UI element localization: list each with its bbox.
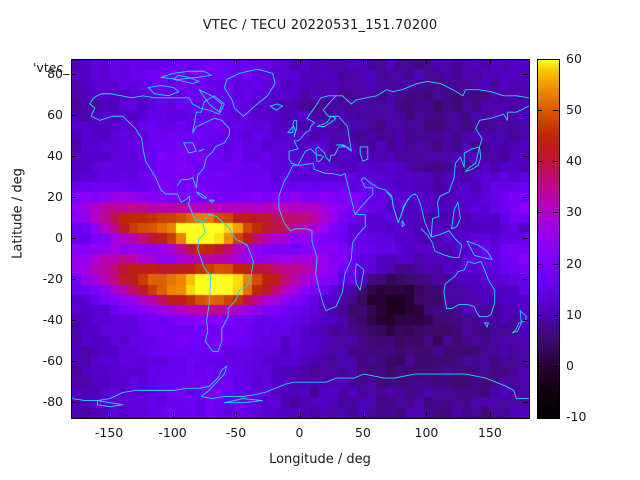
colorbar-tick bbox=[553, 161, 558, 162]
x-tick-label: 150 bbox=[477, 425, 502, 440]
x-tick bbox=[363, 59, 364, 64]
x-tick-label: 100 bbox=[414, 425, 439, 440]
y-tick-label: 20 bbox=[47, 189, 63, 205]
y-tick bbox=[71, 238, 76, 239]
y-tick bbox=[523, 156, 528, 157]
x-tick bbox=[300, 412, 301, 417]
colorbar-tick bbox=[553, 110, 558, 111]
colorbar-tick bbox=[553, 59, 558, 60]
x-tick-label: 0 bbox=[295, 425, 304, 440]
colorbar-tick-label: 40 bbox=[566, 153, 582, 169]
y-tick bbox=[71, 115, 76, 116]
colorbar-tick bbox=[537, 264, 542, 265]
page-title: VTEC / TECU 20220531_151.70200 bbox=[202, 18, 438, 33]
y-tick bbox=[71, 361, 76, 362]
x-tick bbox=[236, 412, 237, 417]
y-tick-label: -60 bbox=[42, 352, 63, 368]
colorbar bbox=[537, 59, 560, 419]
y-tick-label: -20 bbox=[42, 270, 63, 286]
y-tick bbox=[523, 74, 528, 75]
vtec-heatmap-canvas bbox=[72, 60, 529, 418]
colorbar-tick-label: 0 bbox=[566, 357, 574, 373]
stray-axis-artifact-label: 'vtec_ bbox=[33, 60, 70, 75]
x-tick bbox=[173, 412, 174, 417]
colorbar-tick-label: 20 bbox=[566, 255, 582, 271]
colorbar-gradient bbox=[538, 60, 559, 418]
colorbar-tick-label: 60 bbox=[566, 51, 582, 66]
y-tick bbox=[523, 238, 528, 239]
y-tick bbox=[71, 197, 76, 198]
y-tick-label: -40 bbox=[42, 311, 63, 327]
x-tick-label: -100 bbox=[158, 425, 187, 440]
colorbar-tick bbox=[537, 417, 542, 418]
colorbar-tick bbox=[537, 212, 542, 213]
x-tick bbox=[300, 59, 301, 64]
x-tick bbox=[490, 412, 491, 417]
vtec-map-plot bbox=[71, 59, 530, 419]
colorbar-tick-label: 30 bbox=[566, 204, 582, 220]
y-tick-label: 60 bbox=[47, 107, 63, 123]
y-tick bbox=[523, 279, 528, 280]
colorbar-tick bbox=[553, 264, 558, 265]
coastline-overlay bbox=[72, 60, 529, 418]
y-tick bbox=[523, 197, 528, 198]
y-tick bbox=[71, 402, 76, 403]
colorbar-tick bbox=[553, 366, 558, 367]
colorbar-tick bbox=[537, 366, 542, 367]
y-tick bbox=[71, 74, 76, 75]
x-tick-label: -150 bbox=[94, 425, 124, 440]
colorbar-tick bbox=[537, 315, 542, 316]
y-tick bbox=[71, 320, 76, 321]
y-tick-label: 80 bbox=[47, 66, 63, 82]
y-tick-label: -80 bbox=[42, 393, 63, 409]
x-tick-label: -50 bbox=[225, 425, 247, 440]
colorbar-tick bbox=[537, 110, 542, 111]
y-tick-label: 0 bbox=[55, 230, 63, 245]
x-axis-title: Longitude / deg bbox=[269, 452, 371, 467]
colorbar-tick-label: -10 bbox=[566, 409, 587, 424]
x-tick bbox=[363, 412, 364, 417]
colorbar-tick-label: 10 bbox=[566, 306, 582, 322]
x-tick bbox=[426, 412, 427, 417]
y-tick bbox=[71, 156, 76, 157]
x-tick bbox=[109, 59, 110, 64]
colorbar-tick-label: 50 bbox=[566, 102, 582, 118]
colorbar-tick bbox=[553, 417, 558, 418]
colorbar-tick bbox=[537, 161, 542, 162]
y-tick bbox=[523, 320, 528, 321]
colorbar-tick bbox=[537, 59, 542, 60]
colorbar-tick bbox=[553, 212, 558, 213]
y-tick bbox=[71, 279, 76, 280]
x-tick bbox=[173, 59, 174, 64]
x-tick bbox=[109, 412, 110, 417]
y-tick bbox=[523, 402, 528, 403]
y-tick-label: 40 bbox=[47, 148, 63, 164]
y-axis-title: Latitude / deg bbox=[10, 168, 26, 259]
x-tick bbox=[236, 59, 237, 64]
x-tick-label: 50 bbox=[355, 425, 371, 440]
colorbar-tick bbox=[553, 315, 558, 316]
y-tick bbox=[523, 115, 528, 116]
y-tick bbox=[523, 361, 528, 362]
x-tick bbox=[426, 59, 427, 64]
x-tick bbox=[490, 59, 491, 64]
